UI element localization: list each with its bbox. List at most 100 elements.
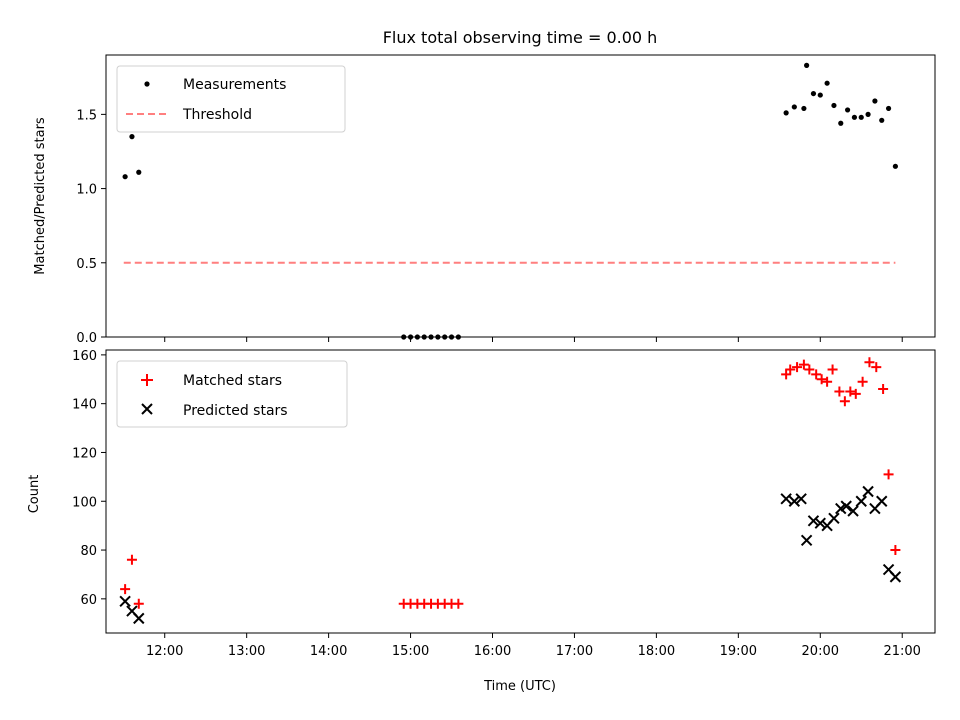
y-tick-label: 160: [72, 349, 97, 364]
measurement-point: [448, 334, 455, 340]
top-y-axis-label: Matched/Predicted stars: [33, 117, 48, 275]
matched-point: [792, 362, 803, 373]
top-panel: 0.0 0.5 1.0 1.5 Matched/Predicted stars Mea…: [33, 54, 936, 346]
matched-point: [785, 364, 796, 375]
y-tick-label: 0.5: [76, 257, 97, 272]
predicted-point: [800, 534, 813, 547]
measurement-point: [801, 105, 807, 112]
top-panel-frame: [105, 54, 936, 338]
measurement-point: [421, 334, 427, 340]
y-tick-label: 100: [72, 495, 97, 510]
measurement-point: [885, 105, 892, 112]
bottom-y-ticks: 60 80 100 120 140 160: [72, 349, 106, 608]
matched-point: [822, 376, 833, 387]
measurement-point: [831, 102, 837, 109]
matched-point: [839, 396, 850, 407]
measurement-point: [129, 134, 135, 140]
predicted-point: [862, 485, 874, 498]
legend-marker-measurements: [144, 81, 150, 87]
x-tick-label: 15:00: [392, 644, 429, 659]
measurement-point: [414, 334, 420, 340]
matched-point: [804, 364, 815, 375]
measurement-point: [407, 334, 414, 340]
measurement-point: [783, 110, 789, 116]
x-tick-label: 14:00: [310, 644, 347, 659]
measurement-point: [872, 98, 878, 104]
matched-point: [878, 384, 889, 395]
predicted-point: [780, 493, 792, 505]
matched-point: [864, 357, 875, 368]
legend-label-measurements: Measurements: [183, 77, 286, 93]
bottom-marks: [119, 357, 902, 625]
measurement-point: [858, 114, 864, 120]
predicted-point: [847, 505, 859, 517]
y-tick-label: 1.0: [76, 183, 97, 198]
measurement-point: [838, 120, 844, 126]
measurement-point: [824, 80, 830, 86]
bottom-legend: Matched stars Predicted stars: [116, 360, 348, 428]
predicted-point: [795, 493, 807, 505]
matched-point: [834, 386, 845, 397]
x-tick-label: 17:00: [556, 644, 593, 659]
measurement-point: [865, 111, 871, 117]
matched-point: [126, 554, 137, 565]
measurement-point: [817, 92, 823, 98]
bottom-panel-frame: [105, 349, 936, 634]
measurement-point: [804, 62, 810, 68]
matched-point: [120, 584, 131, 595]
matched-point: [850, 388, 861, 399]
x-tick-label: 16:00: [474, 644, 511, 659]
x-tick-label: 20:00: [802, 644, 839, 659]
x-tick-label: 12:00: [146, 644, 183, 659]
measurement-point: [791, 104, 797, 110]
matched-point: [883, 469, 894, 480]
x-tick-label: 19:00: [720, 644, 757, 659]
matched-point: [857, 376, 868, 387]
x-tick-label: 21:00: [883, 644, 920, 659]
matched-point: [816, 374, 827, 385]
y-tick-label: 60: [80, 593, 97, 608]
predicted-point: [788, 495, 801, 507]
measurement-point: [455, 334, 461, 340]
legend-label-matched: Matched stars: [183, 373, 282, 389]
y-tick-label: 0.0: [76, 331, 97, 346]
measurement-point: [136, 169, 142, 175]
measurement-point: [810, 90, 817, 97]
predicted-point: [855, 495, 867, 507]
legend-label-predicted: Predicted stars: [183, 403, 288, 419]
measurement-point: [401, 334, 407, 340]
y-tick-label: 140: [72, 398, 97, 413]
top-legend-box: [116, 65, 346, 133]
predicted-point: [828, 512, 840, 525]
measurement-point: [844, 107, 851, 113]
x-tick-label: 18:00: [638, 644, 675, 659]
bottom-y-axis-label: Count: [27, 475, 42, 514]
measurement-point: [879, 117, 885, 123]
matched-point: [827, 364, 838, 375]
y-tick-label: 120: [72, 446, 97, 461]
matched-point: [811, 369, 822, 380]
measurement-point: [892, 163, 898, 169]
x-tick-label: 13:00: [228, 644, 265, 659]
matched-point: [871, 362, 882, 373]
legend-marker-predicted: [141, 403, 153, 415]
predicted-point: [876, 495, 888, 507]
predicted-point: [133, 612, 145, 625]
matched-point: [133, 598, 144, 609]
predicted-point: [119, 595, 131, 607]
predicted-point: [889, 571, 902, 583]
measurement-point: [442, 334, 448, 340]
y-tick-label: 1.5: [76, 108, 97, 123]
predicted-point: [840, 500, 852, 512]
measurement-point: [122, 174, 128, 180]
predicted-point: [807, 515, 820, 527]
bottom-panel: 60 80 100 120 140 160 12:00 13:00 14:00 15:00 16:…: [27, 349, 936, 694]
matched-point: [453, 598, 464, 609]
matched-point: [845, 386, 856, 397]
top-legend: Measurements Threshold: [116, 65, 346, 133]
measurement-point: [851, 114, 858, 120]
predicted-point: [814, 517, 826, 529]
bottom-legend-box: [116, 360, 348, 428]
y-tick-label: 80: [80, 544, 97, 559]
x-axis-label: Time (UTC): [483, 679, 556, 694]
